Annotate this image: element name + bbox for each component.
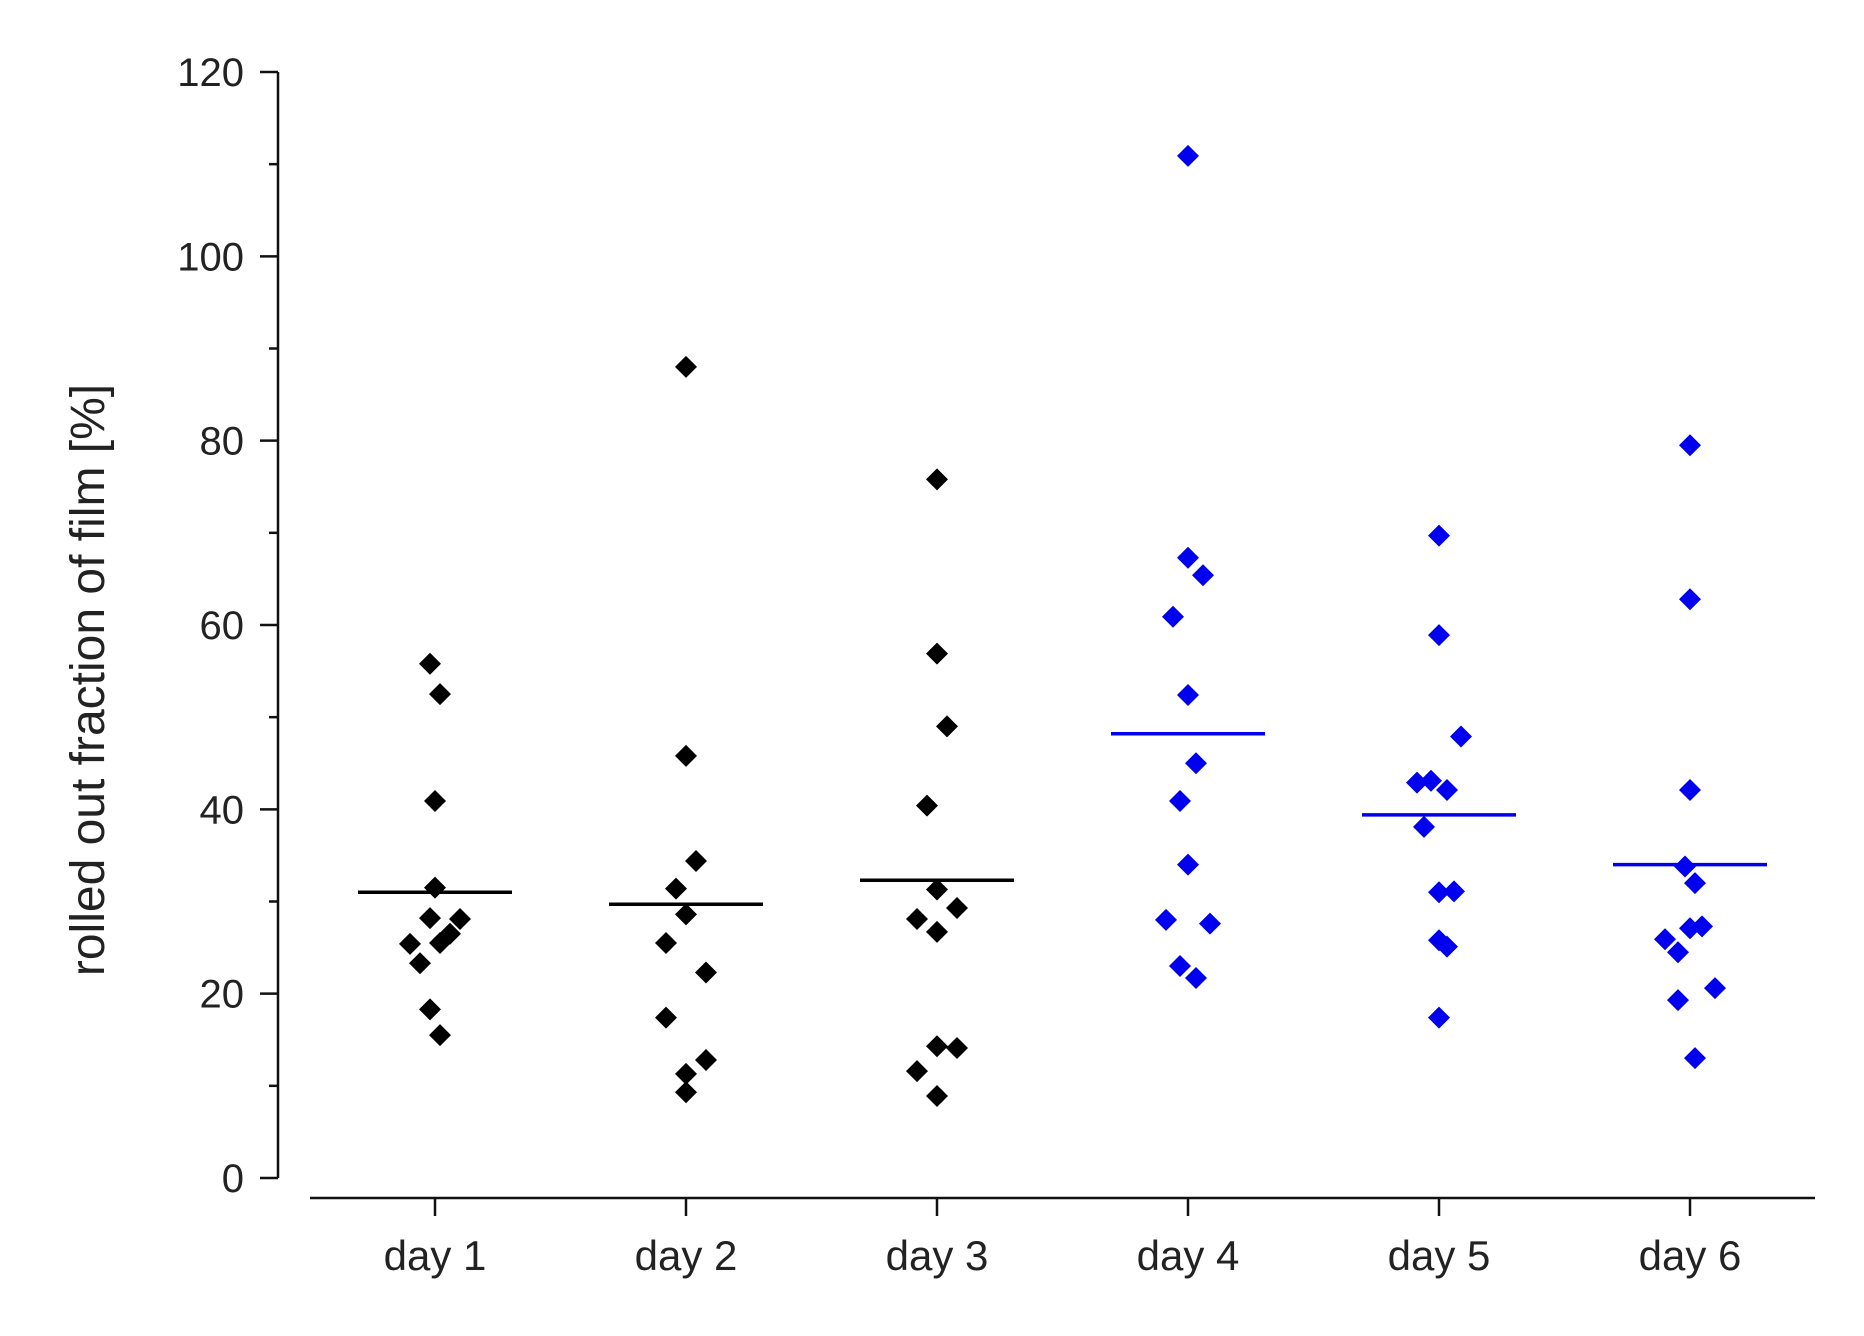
data-point	[1436, 935, 1458, 958]
data-point	[1169, 790, 1191, 813]
data-point	[655, 931, 677, 954]
data-point	[1169, 955, 1191, 978]
data-point	[906, 908, 928, 931]
data-point	[399, 932, 421, 955]
data-point	[675, 355, 697, 378]
data-point	[926, 920, 948, 943]
data-point	[695, 1049, 717, 1072]
data-point	[1704, 977, 1726, 1000]
data-point	[429, 683, 451, 706]
data-point	[429, 1024, 451, 1047]
data-point	[926, 1084, 948, 1107]
data-point	[424, 876, 446, 899]
data-point	[655, 1006, 677, 1029]
data-point	[675, 903, 697, 926]
data-point	[424, 790, 446, 813]
x-tick-label: day 6	[1639, 1232, 1742, 1279]
data-point	[926, 468, 948, 491]
data-point	[419, 907, 441, 930]
data-point	[946, 1037, 968, 1060]
data-point	[1428, 624, 1450, 647]
data-point	[1177, 853, 1199, 876]
x-axis: day 1 day 2 day 3 day 4 day 5 day 6	[310, 1196, 1815, 1279]
x-tick-label: day 2	[635, 1232, 738, 1279]
x-tick-label: day 5	[1388, 1232, 1491, 1279]
y-tick-label: 20	[200, 973, 245, 1017]
data-point	[926, 642, 948, 665]
data-point	[926, 878, 948, 901]
data-point	[946, 896, 968, 919]
data-point	[1162, 605, 1184, 628]
data-point	[1679, 588, 1701, 611]
mean-lines	[358, 732, 1767, 907]
data-point	[675, 1081, 697, 1104]
y-tick-label: 100	[177, 235, 244, 279]
data-point	[1684, 1047, 1706, 1070]
data-point	[1199, 912, 1221, 935]
data-point	[439, 922, 461, 945]
data-point	[1674, 855, 1696, 878]
data-point	[409, 952, 431, 975]
data-point	[1450, 725, 1472, 748]
data-point	[675, 744, 697, 767]
data-point	[1428, 524, 1450, 547]
data-point	[419, 998, 441, 1021]
data-point	[1428, 1006, 1450, 1029]
data-point	[1420, 769, 1442, 792]
y-tick-label: 60	[200, 604, 245, 648]
data-point	[1406, 771, 1428, 794]
data-point	[1177, 684, 1199, 707]
data-point	[926, 1035, 948, 1058]
y-tick-label: 40	[200, 788, 245, 832]
data-point	[419, 652, 441, 675]
data-point	[1691, 915, 1713, 938]
data-point	[916, 794, 938, 817]
data-point	[1177, 144, 1199, 167]
y-axis-title: rolled out fraction of film [%]	[62, 384, 115, 976]
data-point	[1177, 546, 1199, 569]
data-point	[1443, 880, 1465, 903]
data-point	[1192, 564, 1214, 587]
data-point	[695, 961, 717, 984]
data-point	[1185, 966, 1207, 989]
y-tick-label: 120	[177, 51, 244, 95]
data-point	[685, 849, 707, 872]
data-point	[1667, 989, 1689, 1012]
y-tick-label: 0	[222, 1157, 244, 1201]
data-point	[1155, 908, 1177, 931]
data-point	[1679, 778, 1701, 801]
data-point	[1185, 752, 1207, 775]
data-point	[936, 715, 958, 738]
y-tick-label: 80	[200, 420, 245, 464]
data-point	[1428, 881, 1450, 904]
data-points	[399, 144, 1726, 1107]
x-tick-label: day 3	[886, 1232, 989, 1279]
x-tick-label: day 1	[384, 1232, 487, 1279]
x-tick-label: day 4	[1137, 1232, 1240, 1279]
data-point	[1679, 434, 1701, 457]
data-point	[449, 908, 471, 931]
data-point	[665, 877, 687, 900]
data-point	[906, 1060, 928, 1083]
data-point	[1654, 928, 1676, 951]
data-point	[1667, 941, 1689, 964]
data-point	[1436, 778, 1458, 801]
data-point	[1684, 872, 1706, 895]
data-point	[1413, 815, 1435, 838]
y-axis: 0 20 40 60 80 100 120	[177, 51, 280, 1201]
data-point	[675, 1062, 697, 1085]
